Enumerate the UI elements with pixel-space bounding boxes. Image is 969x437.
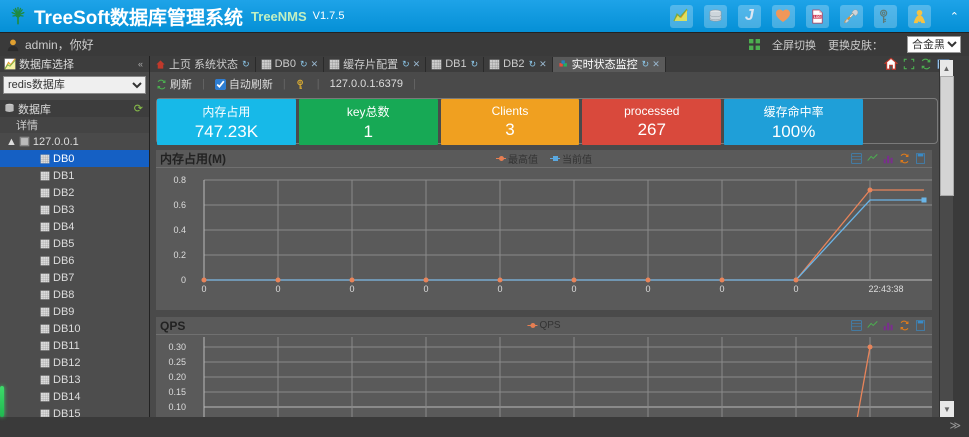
svg-text:0: 0 xyxy=(201,284,206,294)
svg-text:0: 0 xyxy=(645,284,650,294)
svg-text:0: 0 xyxy=(181,275,186,285)
svg-text:0.30: 0.30 xyxy=(168,342,186,352)
svg-text:0: 0 xyxy=(275,284,280,294)
svg-text:22:43:38: 22:43:38 xyxy=(868,284,903,294)
svg-text:0: 0 xyxy=(423,284,428,294)
svg-text:0.8: 0.8 xyxy=(173,175,186,185)
svg-text:0.2: 0.2 xyxy=(173,250,186,260)
svg-text:LOG: LOG xyxy=(814,14,821,18)
svg-text:0: 0 xyxy=(571,284,576,294)
svg-text:0.10: 0.10 xyxy=(168,402,186,412)
svg-text:0.25: 0.25 xyxy=(168,357,186,367)
svg-text:0.20: 0.20 xyxy=(168,372,186,382)
svg-text:0: 0 xyxy=(497,284,502,294)
svg-text:0: 0 xyxy=(719,284,724,294)
svg-text:0.4: 0.4 xyxy=(173,225,186,235)
svg-text:0.6: 0.6 xyxy=(173,200,186,210)
svg-text:0.15: 0.15 xyxy=(168,387,186,397)
svg-text:0: 0 xyxy=(349,284,354,294)
svg-text:0: 0 xyxy=(793,284,798,294)
